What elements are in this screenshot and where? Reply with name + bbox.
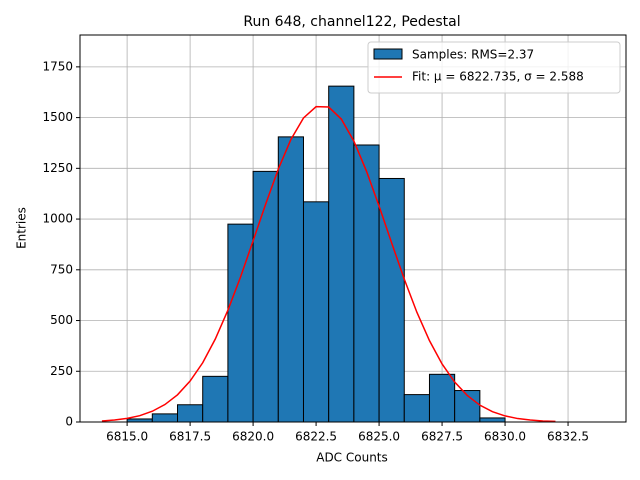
y-tick-label: 500 — [50, 313, 73, 327]
plot-frame — [79, 34, 627, 423]
y-axis-label: Entries — [15, 207, 29, 249]
legend-label: Fit: μ = 6822.735, σ = 2.588 — [412, 70, 584, 84]
y-tick-label: 1250 — [42, 161, 73, 175]
bar — [328, 85, 355, 423]
bar — [302, 201, 330, 423]
bar — [479, 417, 506, 423]
bar — [202, 375, 229, 423]
bar — [428, 373, 456, 423]
x-tick-label: 6832.5 — [547, 430, 589, 444]
x-axis-label: ADC Counts — [316, 451, 388, 465]
legend-label: Samples: RMS=2.37 — [412, 48, 534, 62]
x-tick-label: 6822.5 — [295, 430, 337, 444]
legend-swatch — [373, 48, 403, 60]
bar — [277, 136, 304, 423]
x-tick-label: 6817.5 — [169, 430, 211, 444]
x-tick-label: 6825.0 — [358, 430, 400, 444]
x-tick-label: 6827.5 — [421, 430, 463, 444]
chart-title: Run 648, channel122, Pedestal — [243, 14, 460, 30]
x-tick-label: 6820.0 — [232, 430, 274, 444]
x-tick-label: 6830.0 — [484, 430, 526, 444]
y-tick-label: 1500 — [42, 110, 73, 124]
y-tick-label: 1750 — [42, 59, 73, 73]
bar — [177, 404, 204, 423]
y-tick-label: 0 — [65, 415, 73, 429]
bar — [353, 144, 380, 423]
y-tick-label: 250 — [50, 364, 73, 378]
y-tick-label: 1000 — [42, 212, 73, 226]
fit-line — [101, 105, 556, 423]
x-tick-label: 6815.0 — [106, 430, 148, 444]
bar — [151, 413, 179, 423]
bar — [403, 394, 430, 423]
legend-box — [367, 41, 621, 94]
bar — [252, 170, 279, 423]
y-tick-label: 750 — [50, 262, 73, 276]
